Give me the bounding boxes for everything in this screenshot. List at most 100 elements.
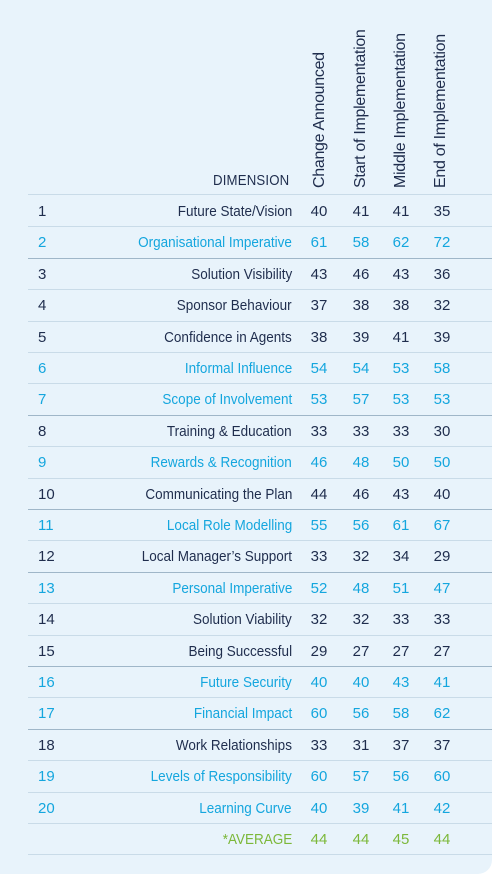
score-cell: 60 — [310, 768, 328, 785]
row-divider — [28, 697, 492, 698]
dimension-name: Rewards & Recognition — [150, 454, 292, 471]
row-divider — [28, 729, 492, 730]
dimension-name: Solution Viability — [193, 611, 292, 628]
row-number: 7 — [38, 391, 47, 408]
dimension-name: Future Security — [200, 674, 292, 691]
row-number: 10 — [38, 486, 55, 503]
row-divider — [28, 540, 492, 541]
table-row: 13 Personal Imperative 52 48 51 47 — [0, 573, 492, 604]
score-cell: 40 — [310, 674, 328, 691]
score-cell: 50 — [433, 454, 451, 471]
score-cell: 41 — [392, 329, 410, 346]
score-cell: 33 — [310, 548, 328, 565]
table-row: 11 Local Role Modelling 55 56 61 67 — [0, 510, 492, 541]
row-divider — [28, 383, 492, 384]
score-cell: 33 — [392, 611, 410, 628]
row-divider — [28, 289, 492, 290]
score-cell: 52 — [310, 580, 328, 597]
table-row: 4 Sponsor Behaviour 37 38 38 32 — [0, 290, 492, 321]
score-cell: 29 — [310, 643, 328, 660]
score-cell: 53 — [433, 391, 451, 408]
dimension-name: Solution Visibility — [190, 266, 292, 283]
score-cell: 39 — [433, 329, 451, 346]
score-cell: 53 — [310, 391, 328, 408]
row-divider — [28, 509, 492, 510]
score-cell: 40 — [310, 800, 328, 817]
row-number: 9 — [38, 454, 47, 471]
average-cell: 44 — [352, 831, 370, 848]
score-cell: 53 — [392, 391, 410, 408]
table-row: 7 Scope of Involvement 53 57 53 53 — [0, 384, 492, 415]
score-cell: 47 — [433, 580, 451, 597]
score-cell: 37 — [310, 297, 328, 314]
score-cell: 27 — [433, 643, 451, 660]
score-cell: 39 — [352, 800, 370, 817]
score-cell: 46 — [310, 454, 328, 471]
row-number: 1 — [38, 203, 47, 220]
row-divider — [28, 666, 492, 667]
score-cell: 53 — [392, 360, 410, 377]
score-cell: 33 — [310, 423, 328, 440]
score-cell: 38 — [352, 297, 370, 314]
table-row: 1 Future State/Vision 40 41 41 35 — [0, 196, 492, 227]
score-cell: 32 — [352, 548, 370, 565]
row-divider — [28, 446, 492, 447]
dimension-name: Being Successful — [188, 643, 292, 660]
score-cell: 57 — [352, 768, 370, 785]
score-cell: 61 — [392, 517, 410, 534]
score-cell: 58 — [392, 705, 410, 722]
dimension-name: Personal Imperative — [171, 580, 292, 597]
score-cell: 40 — [310, 203, 328, 220]
table-row: 3 Solution Visibility 43 46 43 36 — [0, 259, 492, 290]
score-cell: 41 — [392, 203, 410, 220]
score-cell: 62 — [433, 705, 451, 722]
row-number: 4 — [38, 297, 47, 314]
average-row: *AVERAGE 44 44 45 44 — [0, 824, 492, 855]
table-row: 18 Work Relationships 33 31 37 37 — [0, 730, 492, 761]
score-cell: 54 — [352, 360, 370, 377]
score-cell: 51 — [392, 580, 410, 597]
row-number: 19 — [38, 768, 55, 785]
table-row: 2 Organisational Imperative 61 58 62 72 — [0, 227, 492, 258]
row-number: 5 — [38, 329, 47, 346]
row-number: 8 — [38, 423, 47, 440]
score-cell: 38 — [392, 297, 410, 314]
dimension-name: Financial Impact — [193, 705, 292, 722]
table-row: 15 Being Successful 29 27 27 27 — [0, 636, 492, 667]
score-cell: 37 — [433, 737, 451, 754]
dimension-name: Informal Influence — [184, 360, 292, 377]
score-cell: 43 — [310, 266, 328, 283]
score-cell: 40 — [433, 486, 451, 503]
score-cell: 43 — [392, 674, 410, 691]
score-cell: 33 — [310, 737, 328, 754]
row-divider — [28, 572, 492, 573]
dimension-name: Levels of Responsibility — [150, 768, 292, 785]
table-row: 20 Learning Curve 40 39 41 42 — [0, 793, 492, 824]
score-cell: 46 — [352, 486, 370, 503]
table-row: 19 Levels of Responsibility 60 57 56 60 — [0, 761, 492, 792]
score-cell: 43 — [392, 486, 410, 503]
row-number: 3 — [38, 266, 47, 283]
table-row: 6 Informal Influence 54 54 53 58 — [0, 353, 492, 384]
score-cell: 38 — [310, 329, 328, 346]
score-cell: 72 — [433, 234, 451, 251]
row-divider — [28, 792, 492, 793]
score-cell: 31 — [352, 737, 370, 754]
average-cell: 44 — [433, 831, 451, 848]
table-row: 16 Future Security 40 40 43 41 — [0, 667, 492, 698]
table-row: 10 Communicating the Plan 44 46 43 40 — [0, 479, 492, 510]
dimension-name: Organisational Imperative — [138, 234, 292, 251]
score-cell: 56 — [352, 705, 370, 722]
score-cell: 44 — [310, 486, 328, 503]
table-row: 12 Local Manager’s Support 33 32 34 29 — [0, 541, 492, 572]
row-divider — [28, 415, 492, 416]
score-cell: 55 — [310, 517, 328, 534]
table-row: 5 Confidence in Agents 38 39 41 39 — [0, 322, 492, 353]
score-cell: 57 — [352, 391, 370, 408]
average-divider — [28, 854, 492, 855]
row-number: 6 — [38, 360, 47, 377]
row-divider — [28, 352, 492, 353]
score-cell: 35 — [433, 203, 451, 220]
